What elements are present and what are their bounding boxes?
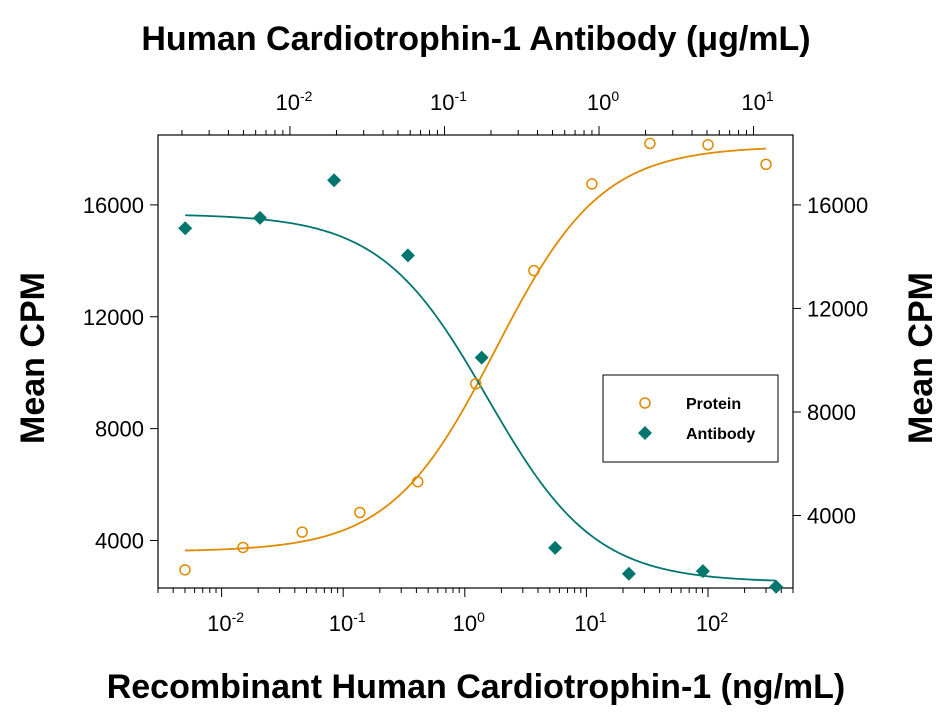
plot-frame [157, 134, 794, 589]
plot-area [157, 134, 794, 589]
protein-point [179, 564, 191, 576]
y-left-tick-label: 8000 [95, 417, 144, 442]
y-right-tick-label: 12000 [807, 296, 868, 321]
protein-point [760, 158, 772, 171]
protein-point [296, 526, 308, 538]
bottom-axis-title: Recombinant Human Cardiotrophin-1 (ng/mL… [107, 668, 846, 706]
protein-fit-curve [184, 147, 767, 552]
x-bottom-tick-label: 10-1 [329, 609, 366, 636]
legend-label-protein: Protein [686, 396, 741, 413]
antibody-point [695, 564, 710, 579]
x-top-tick-label: 101 [741, 88, 773, 115]
y-right-tick-label: 4000 [807, 504, 856, 529]
protein-point [237, 541, 249, 554]
antibody-point [327, 173, 342, 188]
protein-point [354, 506, 366, 519]
antibody-point [548, 540, 563, 555]
protein-point [469, 378, 482, 390]
antibody-point [400, 248, 415, 263]
antibody-point [621, 566, 636, 581]
fit-curves [184, 147, 777, 582]
left-axis-title: Mean CPM [14, 272, 52, 444]
y-right-tick-label: 8000 [807, 400, 856, 425]
x-top-tick-label: 10-1 [430, 88, 467, 115]
x-bottom-tick-label: 101 [574, 609, 606, 636]
protein-point [528, 264, 540, 277]
tick-layer: 10-2 10-1 100 101 102 10-2 10-1 100 101 4000 8000 1… [83, 88, 868, 636]
y-left-tick-label: 12000 [83, 305, 144, 330]
legend-marker-protein [639, 397, 651, 409]
legend-marker-antibody [638, 426, 652, 440]
x-top-tick-label: 10-2 [275, 88, 312, 115]
protein-point [586, 178, 598, 190]
x-bottom-tick-label: 102 [696, 609, 728, 636]
y-left-tick-label: 4000 [95, 528, 144, 553]
protein-point [644, 137, 656, 150]
y-right-tick-label: 16000 [807, 193, 868, 218]
antibody-point [178, 221, 193, 236]
antibody-point [769, 579, 784, 594]
legend: Protein Antibody [602, 374, 779, 463]
antibody-point [253, 210, 268, 225]
x-bottom-tick-label: 10-2 [207, 609, 244, 636]
protein-point [411, 475, 424, 488]
legend-label-antibody: Antibody [686, 426, 755, 443]
protein-point [702, 139, 714, 151]
y-left-tick-label: 16000 [83, 193, 144, 218]
x-top-tick-label: 100 [587, 88, 619, 115]
legend-box [602, 374, 779, 463]
right-axis-title: Mean CPM [902, 272, 940, 444]
antibody-point [474, 350, 489, 365]
x-bottom-tick-label: 100 [453, 609, 485, 636]
data-points [178, 137, 784, 594]
top-axis-title: Human Cardiotrophin-1 Antibody (μg/mL) [141, 20, 810, 58]
